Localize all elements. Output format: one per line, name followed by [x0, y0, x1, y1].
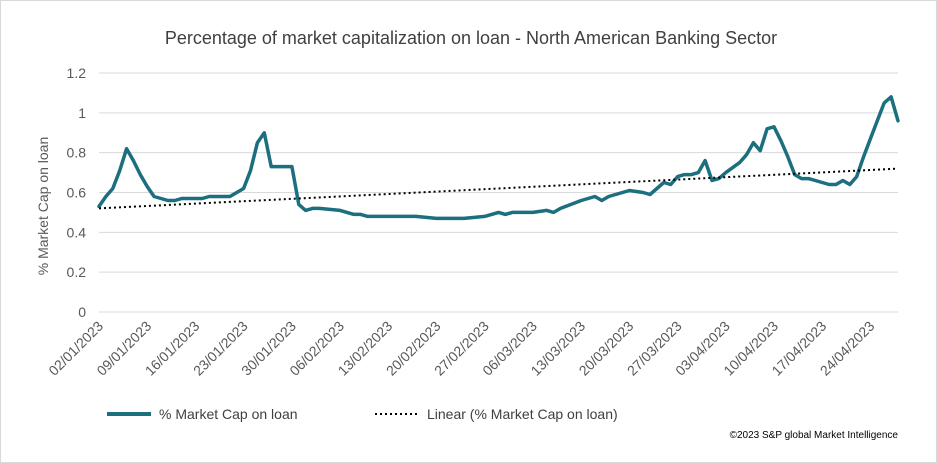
y-tick-label: 0.4 [67, 224, 87, 240]
legend: % Market Cap on loan Linear (% Market Ca… [107, 406, 618, 422]
y-tick-label: 1.2 [67, 65, 87, 81]
legend-label-linear: Linear (% Market Cap on loan) [427, 406, 618, 422]
y-axis-ticks: 0 0.2 0.4 0.6 0.8 1 1.2 [67, 65, 87, 320]
gridlines [99, 72, 898, 313]
series-layer [97, 95, 900, 221]
x-axis-ticks: 02/01/202309/01/202316/01/202323/01/2023… [45, 318, 877, 379]
y-tick-label: 0 [78, 304, 86, 320]
legend-label-market-cap: % Market Cap on loan [159, 406, 298, 422]
copyright-credit: ©2023 S&P global Market Intelligence [730, 430, 899, 441]
y-tick-label: 0.8 [67, 145, 87, 161]
y-tick-label: 1 [78, 105, 86, 121]
y-tick-label: 0.6 [67, 185, 87, 201]
series-line-market-cap [97, 95, 900, 221]
y-tick-label: 0.2 [67, 264, 87, 280]
y-axis-title: % Market Cap on loan [35, 137, 51, 276]
trendline-linear [98, 167, 899, 210]
chart-title: Percentage of market capitalization on l… [165, 28, 777, 48]
